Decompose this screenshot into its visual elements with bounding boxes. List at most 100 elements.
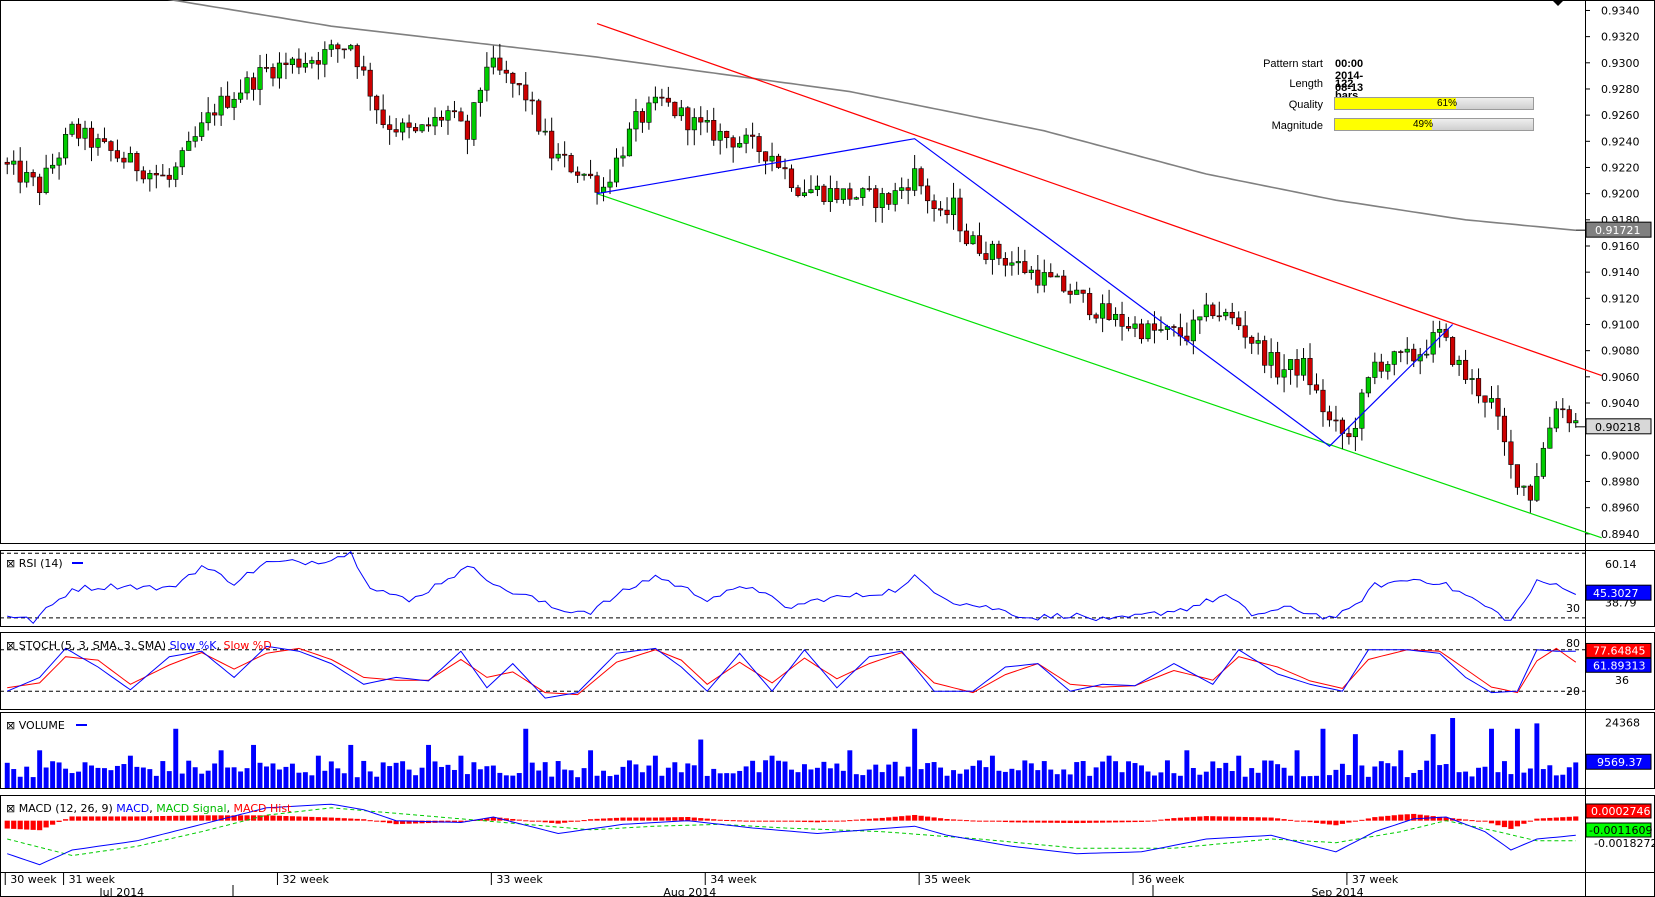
macd-hist-bar — [296, 816, 302, 821]
macd-hist-bar — [1534, 818, 1540, 821]
bull-candle — [1203, 304, 1209, 318]
volume-bar — [76, 771, 81, 788]
macd-hist-bar — [821, 820, 827, 822]
bear-candle — [575, 171, 581, 176]
volume-bar — [776, 760, 781, 788]
volume-bar — [847, 750, 853, 788]
volume-bar — [374, 776, 380, 788]
price-tick-label: 0.9000 — [1601, 449, 1640, 462]
bear-candle — [562, 153, 568, 156]
macd-hist-bar — [1190, 816, 1196, 821]
macd-hist-bar — [451, 820, 458, 823]
bear-candle — [1313, 384, 1320, 391]
stoch-k-legend: Slow %K — [170, 639, 218, 652]
bear-candle — [568, 155, 574, 173]
macd-hist-bar — [1437, 816, 1443, 821]
volume-bar — [944, 775, 950, 788]
macd-hist-bar — [1352, 820, 1358, 822]
macd-hist-bar — [899, 816, 905, 821]
macd-hist-bar — [905, 815, 911, 821]
macd-hist-bar — [1398, 814, 1404, 821]
bull-candle — [322, 49, 328, 65]
macd-hist-bar — [179, 815, 185, 821]
macd-hist-bar — [594, 818, 600, 821]
quality-bar: 61% — [1334, 97, 1534, 110]
volume-bar — [652, 755, 658, 788]
bear-candle — [1333, 419, 1339, 422]
volume-bar — [199, 773, 205, 788]
macd-hist-bar — [1009, 820, 1015, 823]
macd-hist-bar — [549, 820, 555, 823]
macd-hist-bar — [542, 820, 548, 823]
macd-hist-bar — [147, 816, 153, 821]
volume-bar — [1456, 772, 1462, 788]
macd-hist-bar — [1197, 816, 1203, 821]
volume-bar — [458, 755, 464, 788]
bear-candle — [406, 122, 412, 128]
volume-bar — [192, 767, 198, 788]
bull-candle — [328, 44, 334, 50]
macd-hist-bar — [1365, 818, 1371, 821]
volume-bar — [1527, 768, 1533, 788]
price-tick-label: 0.9300 — [1601, 57, 1640, 70]
macd-hist-bar — [1106, 820, 1112, 823]
bear-candle — [341, 48, 347, 51]
macd-hist-bar — [866, 818, 872, 821]
macd-hist-bar — [1430, 816, 1436, 821]
panel-border-rsi — [0, 550, 1655, 627]
bear-candle — [847, 188, 853, 200]
volume-bar — [918, 769, 924, 788]
bull-candle — [542, 130, 548, 133]
volume-bar — [147, 769, 153, 788]
bull-candle — [970, 235, 976, 245]
volume-title: ⊠ VOLUME — [6, 719, 65, 732]
bull-candle — [626, 128, 633, 157]
bull-candle — [1391, 351, 1397, 365]
macd-hist-bar — [322, 817, 328, 821]
bear-candle — [976, 235, 983, 254]
bear-candle — [639, 111, 645, 123]
bear-candle — [1080, 289, 1086, 294]
bull-candle — [56, 157, 62, 166]
bear-candle — [134, 153, 140, 172]
bear-candle — [88, 127, 95, 148]
macd-hist-bar — [1462, 819, 1469, 821]
bull-candle — [1288, 359, 1294, 371]
bull-candle — [613, 157, 620, 183]
bear-candle — [672, 101, 678, 117]
volume-bar — [1404, 777, 1410, 788]
bear-candle — [464, 120, 470, 140]
volume-bar — [1080, 761, 1086, 788]
volume-bar — [568, 770, 574, 788]
bear-candle — [1210, 304, 1216, 317]
bear-candle — [451, 110, 458, 113]
volume-bar — [1547, 765, 1553, 788]
macd-hist-bar — [814, 820, 821, 823]
volume-bar — [601, 770, 606, 788]
macd-panel: 0.0002746 -0.0011609-0.0018272 — [4, 803, 1655, 866]
macd-hist-bar — [244, 815, 250, 821]
macd-hist-bar — [516, 819, 522, 821]
price-tick-label: 0.9280 — [1601, 83, 1640, 96]
volume-bar — [50, 761, 56, 788]
macd-hist-bar — [1171, 818, 1177, 821]
bear-candle — [114, 150, 120, 159]
pattern-start-label: Pattern start — [1263, 58, 1323, 70]
rsi-value-label: 45.3027 — [1593, 587, 1639, 600]
bull-candle — [1547, 427, 1553, 449]
bear-candle — [393, 129, 399, 133]
bear-candle — [166, 174, 172, 180]
bear-candle — [315, 60, 321, 65]
bear-candle — [588, 173, 594, 177]
volume-bar — [730, 773, 736, 788]
volume-bar — [555, 761, 561, 788]
volume-bar — [1424, 760, 1430, 788]
macd-hist-bar — [536, 820, 542, 822]
volume-bar — [763, 760, 769, 788]
macd-hist-bar — [1158, 819, 1164, 821]
macd-hist-bar — [1035, 820, 1041, 823]
volume-bar — [419, 767, 425, 788]
macd-hist-bar — [75, 816, 82, 821]
volume-bar — [1339, 763, 1345, 788]
volume-bar — [782, 761, 788, 788]
